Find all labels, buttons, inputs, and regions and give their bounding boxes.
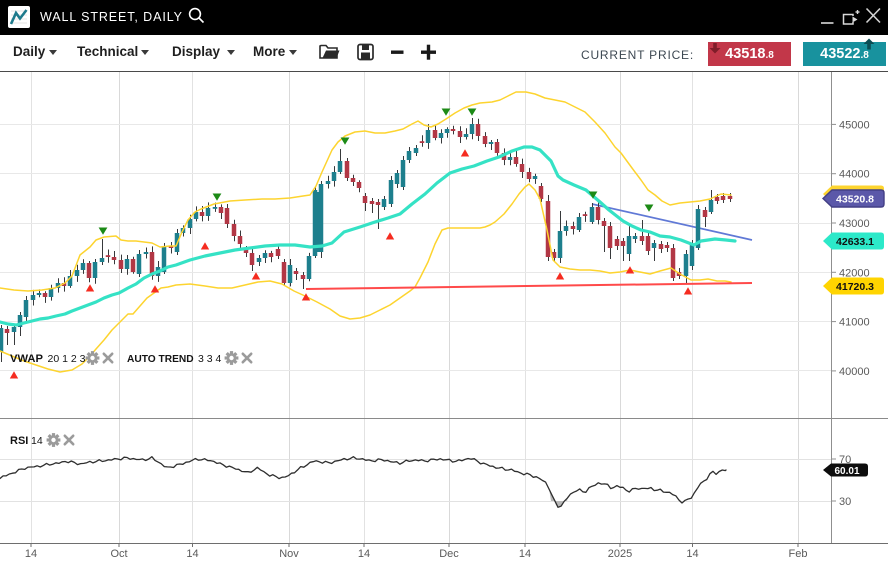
svg-text:43000: 43000: [839, 218, 870, 230]
svg-text:Dec: Dec: [439, 548, 459, 560]
svg-text:Nov: Nov: [279, 548, 299, 560]
svg-text:Feb: Feb: [789, 548, 808, 560]
svg-text:41720.3: 41720.3: [836, 281, 874, 293]
svg-text:42633.1: 42633.1: [836, 236, 874, 248]
svg-text:Oct: Oct: [110, 548, 127, 560]
svg-text:40000: 40000: [839, 366, 870, 378]
svg-text:43520.8: 43520.8: [836, 193, 874, 205]
svg-text:RSI: RSI: [10, 435, 28, 447]
svg-text:14: 14: [686, 548, 698, 560]
svg-text:14: 14: [25, 548, 37, 560]
svg-text:42000: 42000: [839, 267, 870, 279]
svg-text:30: 30: [839, 496, 851, 508]
svg-text:44000: 44000: [839, 169, 870, 181]
svg-text:2025: 2025: [608, 548, 632, 560]
svg-text:70: 70: [839, 454, 851, 466]
svg-text:AUTO TREND: AUTO TREND: [127, 354, 194, 365]
svg-text:3 3 4: 3 3 4: [198, 353, 222, 365]
svg-text:14: 14: [186, 548, 198, 560]
svg-text:41000: 41000: [839, 317, 870, 329]
svg-text:14: 14: [519, 548, 531, 560]
svg-text:14: 14: [31, 435, 43, 447]
svg-text:60.01: 60.01: [834, 466, 859, 477]
svg-text:45000: 45000: [839, 119, 870, 131]
svg-text:VWAP: VWAP: [10, 353, 43, 365]
svg-text:20 1 2 3: 20 1 2 3: [48, 353, 86, 365]
svg-text:14: 14: [358, 548, 370, 560]
